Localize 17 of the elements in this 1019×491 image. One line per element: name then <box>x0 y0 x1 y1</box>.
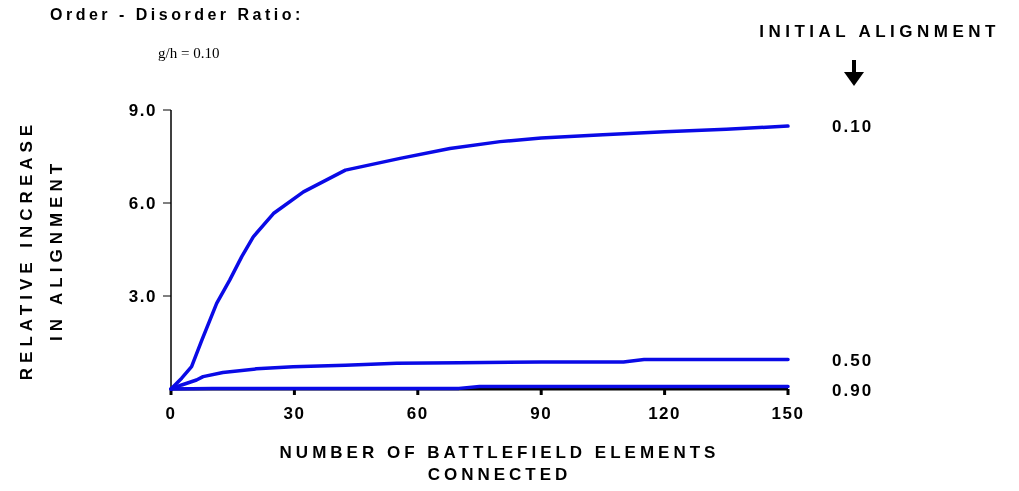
y-tick-label: 3.0 <box>128 287 157 306</box>
legend-title: INITIAL ALIGNMENT <box>759 22 1000 41</box>
y-axis-title: RELATIVE INCREASE IN ALIGNMENT <box>17 119 66 381</box>
chart-title: Order - Disorder Ratio: <box>50 6 304 23</box>
x-axis-title: NUMBER OF BATTLEFIELD ELEMENTS CONNECTED <box>279 443 720 484</box>
x-tick-label: 90 <box>530 404 553 423</box>
x-tick-label: 150 <box>771 404 805 423</box>
y-tick-label: 9.0 <box>128 101 157 120</box>
text: 0.90 <box>832 381 874 400</box>
text: 0.50 <box>832 350 874 370</box>
x-tick-label: 30 <box>283 404 306 423</box>
chart-subtitle: g/h = 0.10 <box>158 45 220 61</box>
x-tick-label: 120 <box>648 404 682 423</box>
text: 0.10 <box>832 117 874 137</box>
x-tick-label: 60 <box>406 404 429 423</box>
y-tick-label: 6.0 <box>128 194 157 213</box>
x-tick-label: 0 <box>165 404 177 423</box>
